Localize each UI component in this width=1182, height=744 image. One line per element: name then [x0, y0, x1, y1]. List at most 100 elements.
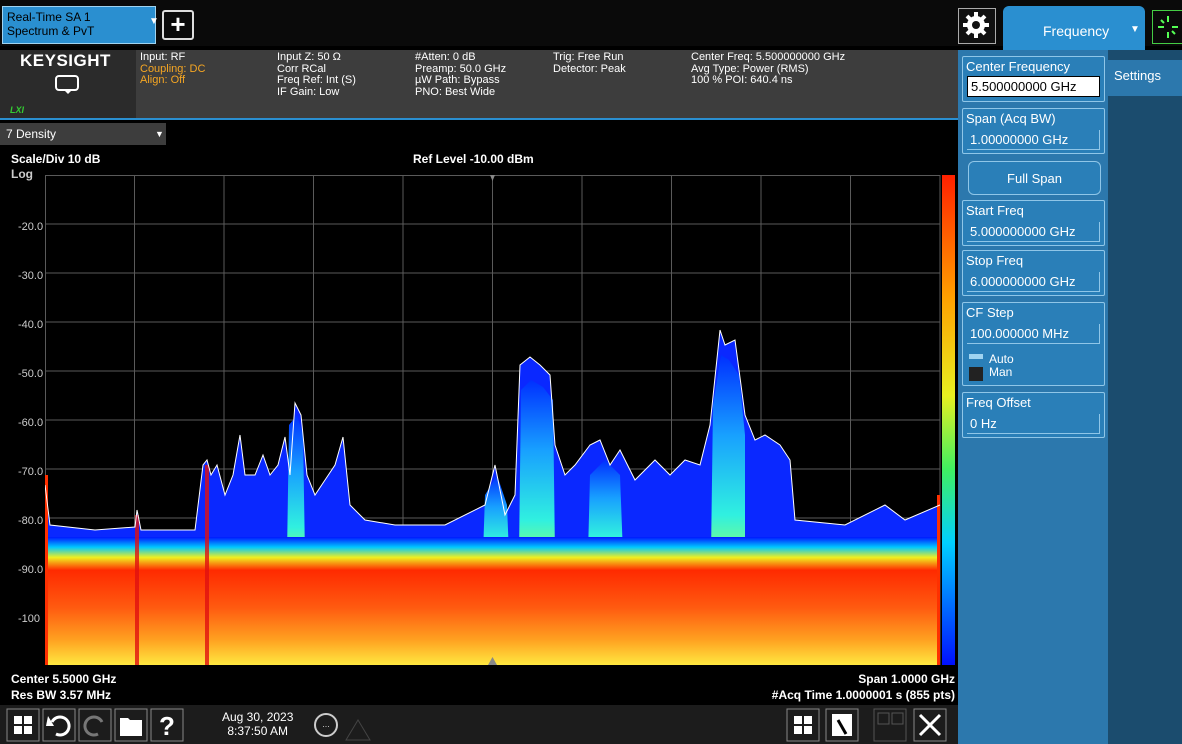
- time: 8:37:50 AM: [222, 724, 293, 738]
- settings-tab-label: Settings: [1114, 68, 1161, 83]
- windows-button[interactable]: [7, 709, 39, 741]
- softkey-label: Start Freq: [963, 201, 1104, 220]
- layout-button[interactable]: [874, 709, 906, 741]
- softkey-value: 5.000000000 GHz: [967, 222, 1100, 242]
- trace-menu-arrow: ▼: [155, 129, 164, 139]
- lxi-badge: LXI: [10, 105, 24, 115]
- softkey[interactable]: Center Frequency 5.500000000 GHz: [962, 56, 1105, 102]
- info-item: Input Z: 50 Ω: [277, 52, 356, 64]
- y-label: -60.0: [18, 417, 43, 429]
- density-core: [287, 415, 305, 555]
- y-label: -100: [18, 613, 40, 625]
- acq-time-label: #Acq Time 1.0000001 s (855 pts): [772, 688, 955, 702]
- softkey-label: Center Frequency: [963, 57, 1104, 76]
- info-item: Center Freq: 5.500000000 GHz: [691, 52, 845, 64]
- taskbar-icons: ? ...: [6, 708, 376, 742]
- info-item: #Atten: 0 dB: [415, 52, 506, 64]
- add-button[interactable]: +: [162, 10, 194, 40]
- display-icon: [54, 74, 82, 96]
- center-marker: [490, 175, 495, 181]
- y-label: -90.0: [18, 564, 43, 576]
- page: Real-Time SA 1 Spectrum & PvT ▼ + Freque…: [0, 0, 1182, 744]
- res-bw-label: Res BW 3.57 MHz: [11, 688, 111, 702]
- scale-div: Scale/Div 10 dB: [11, 152, 100, 166]
- info-item: Align: Off: [140, 75, 205, 87]
- softkey-value: 1.00000000 GHz: [967, 130, 1100, 150]
- edge-line: [937, 495, 940, 665]
- gear-icon: [959, 9, 993, 41]
- spur-line: [205, 465, 209, 665]
- softkey-label: Stop Freq: [963, 251, 1104, 270]
- info-column: Center Freq: 5.500000000 GHz Avg Type: P…: [691, 52, 845, 87]
- redo-button[interactable]: [79, 709, 111, 741]
- menu-tab[interactable]: Frequency ▼: [1003, 6, 1145, 50]
- info-column: #Atten: 0 dB Preamp: 50.0 GHz µW Path: B…: [415, 52, 506, 98]
- info-column: Input Z: 50 Ω Corr RCal Freq Ref: Int (S…: [277, 52, 356, 98]
- clock: Aug 30, 2023 8:37:50 AM: [222, 710, 293, 738]
- y-label: -20.0: [18, 221, 43, 233]
- y-label: -80.0: [18, 515, 43, 527]
- softkey-value: 0 Hz: [967, 414, 1100, 434]
- auto-indicator: [969, 354, 983, 359]
- scale-type: Log: [11, 167, 33, 181]
- info-item: 100 % POI: 640.4 ns: [691, 75, 845, 87]
- info-item: IF Gain: Low: [277, 87, 356, 99]
- screen: Real-Time SA 1 Spectrum & PvT ▼ + Freque…: [0, 0, 1182, 744]
- svg-text:...: ...: [322, 719, 330, 729]
- y-label: -40.0: [18, 319, 43, 331]
- man-indicator: [969, 367, 983, 381]
- spinner-icon: [1153, 11, 1182, 43]
- tile-view-button[interactable]: [787, 709, 819, 741]
- maximize-button[interactable]: [914, 709, 946, 741]
- density-core: [519, 380, 555, 555]
- menu-dropdown-arrow: ▼: [1130, 24, 1140, 35]
- mode-tab[interactable]: Real-Time SA 1 Spectrum & PvT: [2, 6, 156, 44]
- info-item: Detector: Peak: [553, 64, 626, 76]
- mode-tab-line: Real-Time SA 1: [7, 11, 91, 23]
- undo-button[interactable]: [43, 709, 75, 741]
- trace-menu-label: 7 Density: [6, 128, 56, 140]
- density-display: [45, 175, 957, 666]
- noise-band: [45, 537, 940, 665]
- option-label: Man: [989, 366, 1012, 378]
- help-button[interactable]: ?: [151, 709, 183, 741]
- settings-tab[interactable]: Settings: [1108, 60, 1182, 96]
- softkey-value: 100.000000 MHz: [967, 324, 1100, 344]
- touch-button[interactable]: [826, 709, 858, 741]
- mode-dropdown-arrow[interactable]: ▼: [149, 16, 159, 27]
- color-bar: [942, 175, 955, 665]
- info-item: PNO: Best Wide: [415, 87, 506, 99]
- ref-level: Ref Level -10.00 dBm: [413, 152, 534, 166]
- file-button[interactable]: [115, 709, 147, 741]
- softkey-value: 6.000000000 GHz: [967, 272, 1100, 292]
- message-button[interactable]: ...: [315, 714, 370, 740]
- busy-indicator: [1152, 10, 1182, 44]
- softkey[interactable]: Stop Freq 6.000000000 GHz: [962, 250, 1105, 296]
- softkey-value: 5.500000000 GHz: [967, 76, 1100, 97]
- logo: KEYSIGHT: [20, 51, 111, 71]
- softkey[interactable]: Span (Acq BW) 1.00000000 GHz: [962, 108, 1105, 154]
- info-item: µW Path: Bypass: [415, 75, 506, 87]
- svg-text:?: ?: [159, 711, 175, 741]
- info-column: Input: RF Coupling: DC Align: Off: [140, 52, 205, 87]
- settings-gear[interactable]: [958, 8, 996, 44]
- spur-line: [135, 515, 139, 665]
- softkey-label: Span (Acq BW): [963, 109, 1104, 128]
- info-item: Freq Ref: Int (S): [277, 75, 356, 87]
- softkey[interactable]: CF Step 100.000000 MHz Auto Man: [962, 302, 1105, 386]
- softkey[interactable]: Freq Offset 0 Hz: [962, 392, 1105, 438]
- softkey[interactable]: Full Span: [968, 161, 1101, 195]
- y-label: -70.0: [18, 466, 43, 478]
- mode-tab-line: Spectrum & PvT: [7, 25, 94, 37]
- info-column: Trig: Free Run Detector: Peak: [553, 52, 626, 75]
- option-label: Auto: [989, 353, 1014, 365]
- y-label: -30.0: [18, 270, 43, 282]
- info-item: Input: RF: [140, 52, 205, 64]
- trace-menu[interactable]: 7 Density ▼: [0, 123, 166, 145]
- view-icons: [786, 708, 956, 742]
- softkey-label: Freq Offset: [963, 393, 1104, 412]
- softkey[interactable]: Start Freq 5.000000000 GHz: [962, 200, 1105, 246]
- logo-box: KEYSIGHT LXI: [0, 50, 136, 118]
- span-label: Span 1.0000 GHz: [858, 672, 955, 686]
- y-label: -50.0: [18, 368, 43, 380]
